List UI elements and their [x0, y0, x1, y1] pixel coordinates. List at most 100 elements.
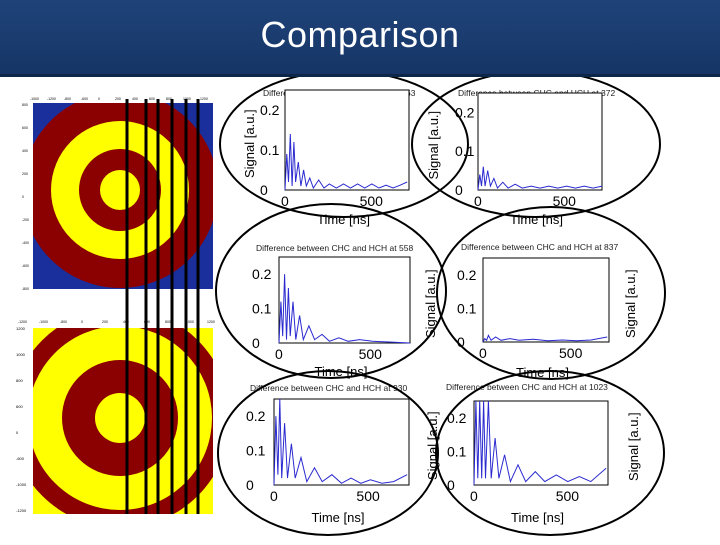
image-xtick-label: -800: [64, 97, 71, 101]
plot-panel: Difference between CHC and HCH at 3720.2…: [426, 88, 615, 227]
signal-line: [482, 334, 608, 343]
plot-ytick-label: 0: [260, 182, 268, 198]
plot-title: Difference between CHC and HCH at 930: [250, 383, 407, 393]
plot-xtick-label: 0: [281, 193, 289, 209]
plot-ytick-label: 0.2: [457, 267, 477, 283]
image-xtick-label: -1000: [39, 320, 48, 324]
cut-lines: [125, 99, 200, 514]
plot-xtick-label: 500: [553, 193, 577, 209]
plot-axes-frame: [482, 257, 610, 343]
image-ytick-label: 800: [16, 378, 23, 383]
plot-ytick-label: 0.2: [246, 408, 266, 424]
image-ytick-label: 0: [16, 430, 19, 435]
highlight-ellipse: [435, 370, 665, 536]
plot-xtick-label: 0: [479, 345, 487, 361]
image-xtick-label: 1000: [186, 320, 194, 324]
slide-header: Comparison: [0, 0, 720, 77]
plot-axes-frame: [273, 398, 410, 486]
image-xtick-label: 800: [165, 320, 171, 324]
image-ytick-label: 600: [16, 404, 23, 409]
plot-ytick-label: 0.1: [246, 443, 266, 459]
image-ytick-label: 800: [22, 103, 28, 107]
plot-axes-frame: [278, 256, 411, 344]
image-ytick-label: 0: [22, 195, 24, 199]
signal-line: [284, 133, 408, 191]
image-xtick-label: 200: [102, 320, 108, 324]
plot-ytick-label: 0.1: [260, 142, 280, 158]
plot-panel: Difference between CHC and HCH at 630.20…: [242, 88, 416, 227]
plot-ylabel: Signal [a.u.]: [426, 111, 441, 180]
image-xtick-label: 400: [132, 97, 138, 101]
plot-ytick-label: 0: [447, 477, 455, 493]
plot-ylabel: Signal [a.u.]: [423, 269, 438, 338]
ring-core-light: [95, 393, 145, 443]
plot-axes-frame: [473, 400, 609, 486]
image-ytick-label: 200: [22, 172, 28, 176]
image-xtick-label: 0: [98, 97, 100, 101]
plot-title: Difference between CHC and HCH at 558: [256, 243, 413, 253]
plot-ytick-label: 0: [455, 182, 463, 198]
slide-content: 800 600 400 200 0 -200 -400 -600 -800 -1000 -1200…: [0, 70, 720, 540]
plot-xtick-label: 0: [470, 488, 478, 504]
plot-title: Difference between CHC and HCH at 1023: [446, 382, 608, 392]
plot-panel: Difference between CHC and HCH at 1023 0.…: [446, 382, 641, 525]
ring-core-light: [100, 170, 140, 210]
plot-ytick-label: 0.1: [447, 443, 467, 459]
ring-image-bottom-yticks: 1200 1000 800 600 0 -600 -1000 -1200: [16, 326, 27, 513]
signal-plots: Difference between CHC and HCH at 630.20…: [242, 88, 641, 525]
plot-ytick-label: 0: [457, 334, 465, 350]
highlight-ellipses: [215, 70, 666, 536]
image-xtick-label: 0: [81, 320, 83, 324]
image-xtick-label: -1000: [30, 97, 39, 101]
plot-ytick-label: 0.2: [447, 410, 467, 426]
plot-xlabel: Time [ns]: [511, 510, 564, 525]
image-ytick-label: -400: [22, 241, 29, 245]
plot-xtick-label: 500: [559, 345, 583, 361]
slide-title: Comparison: [260, 14, 460, 55]
plot-axes-frame: [477, 92, 603, 191]
image-xtick-label: 800: [166, 97, 172, 101]
plot-xlabel: Time [ns]: [516, 365, 569, 380]
plot-ytick-label: 0: [252, 335, 260, 351]
signal-line: [273, 398, 408, 486]
plot-panel: Difference between CHC and HCH at 930 0.2…: [246, 383, 440, 525]
plot-xtick-label: 500: [556, 488, 580, 504]
plot-xtick-label: 0: [275, 346, 283, 362]
plot-xtick-label: 0: [270, 488, 278, 504]
plot-axes-frame: [284, 89, 410, 191]
image-xtick-label: -800: [60, 320, 67, 324]
image-ytick-label: -200: [22, 218, 29, 222]
image-ytick-label: 400: [22, 149, 28, 153]
image-ytick-label: -600: [16, 456, 25, 461]
plot-ylabel: Signal [a.u.]: [626, 412, 641, 481]
plot-xlabel: Time [ns]: [312, 510, 365, 525]
highlight-ellipse: [215, 203, 447, 379]
plot-title: Difference between CHC and HCH at 837: [461, 242, 618, 252]
plot-xtick-label: 500: [360, 193, 384, 209]
ring-image-bottom: 1200 1000 800 600 0 -600 -1000 -1200: [16, 326, 213, 514]
plot-xtick-label: 0: [474, 193, 482, 209]
comparison-figure: 800 600 400 200 0 -200 -400 -600 -800 -1000 -1200…: [16, 70, 666, 536]
plot-ytick-label: 0.1: [455, 143, 475, 159]
image-xtick-label: 600: [149, 97, 155, 101]
plot-ytick-label: 0.1: [252, 301, 272, 317]
image-ytick-label: 600: [22, 126, 28, 130]
image-ytick-label: -800: [22, 287, 29, 291]
image-xtick-label: -1200: [18, 320, 27, 324]
plot-ytick-label: 0: [246, 477, 254, 493]
image-xtick-label: -1200: [47, 97, 56, 101]
image-xtick-label: 200: [115, 97, 121, 101]
image-xtick-label: -600: [81, 97, 88, 101]
ring-image-top: 800 600 400 200 0 -200 -400 -600 -800 -1000 -1200…: [18, 97, 215, 324]
plot-xlabel: Time [ns]: [510, 212, 563, 227]
plot-panel: Difference between CHC and HCH at 558 0.2…: [252, 243, 438, 379]
plot-xtick-label: 500: [359, 346, 383, 362]
image-xtick-label: 1200: [200, 97, 208, 101]
plot-xlabel: Time [ns]: [317, 212, 370, 227]
image-ytick-label: -1000: [16, 482, 27, 487]
plot-xtick-label: 500: [356, 488, 380, 504]
plot-ylabel: Signal [a.u.]: [242, 109, 257, 178]
plot-panel: Difference between CHC and HCH at 837 0.2…: [457, 242, 638, 380]
image-ytick-label: 1000: [16, 352, 26, 357]
plot-ytick-label: 0.2: [252, 266, 272, 282]
